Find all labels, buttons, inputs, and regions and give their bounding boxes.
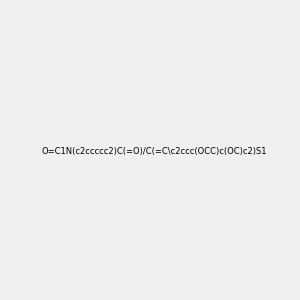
Text: O=C1N(c2ccccc2)C(=O)/C(=C\c2ccc(OCC)c(OC)c2)S1: O=C1N(c2ccccc2)C(=O)/C(=C\c2ccc(OCC)c(OC… [41, 147, 266, 156]
